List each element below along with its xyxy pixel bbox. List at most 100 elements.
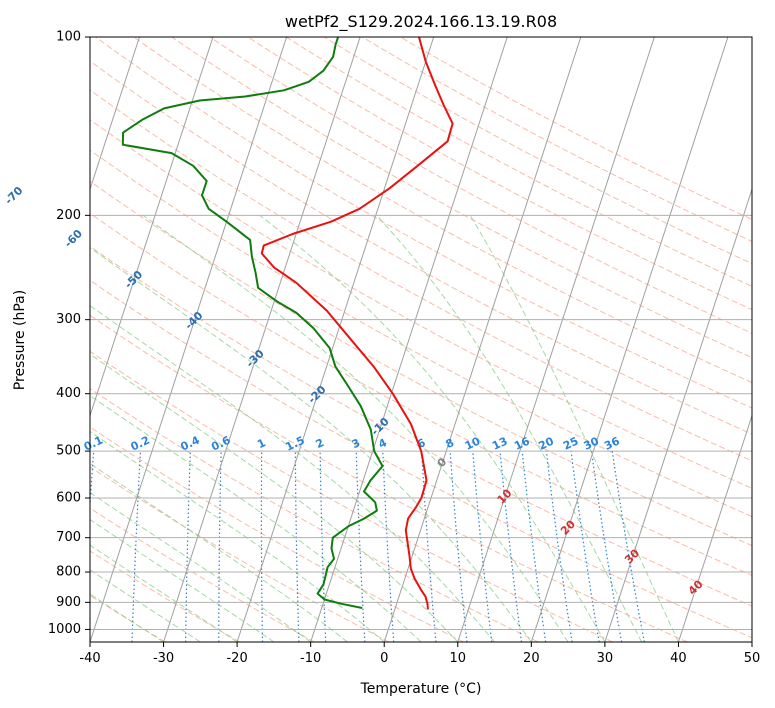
x-tick-label: 40 (670, 651, 687, 666)
x-tick-label: -20 (226, 651, 247, 666)
dry-adiabat (90, 60, 752, 435)
mixing-ratio-label: 16 (512, 434, 532, 452)
isotherm-label: 0 (435, 455, 450, 470)
mixing-ratio-label: 36 (602, 434, 622, 452)
dry-adiabat (90, 245, 752, 607)
isotherm-label: -70 (2, 184, 25, 207)
isotherm-label: -40 (182, 309, 205, 332)
isotherm-label: 10 (495, 486, 515, 506)
x-tick-label: -10 (300, 651, 321, 666)
y-tick-label: 300 (56, 312, 81, 327)
mixing-ratio-line (449, 451, 468, 642)
mixing-ratio-line (185, 451, 191, 642)
temperature-line (260, 37, 454, 610)
isotherm-line (530, 37, 729, 642)
mixing-ratio-line (521, 451, 547, 642)
isotherm-line (0, 37, 66, 642)
isotherm-line (457, 37, 655, 642)
moist-adiabat (90, 569, 201, 642)
moist-adiabat (376, 214, 643, 642)
isotherm-line (751, 640, 752, 642)
isotherm-line (90, 37, 140, 191)
y-tick-label: 600 (56, 491, 81, 506)
mixing-ratio-line (499, 451, 523, 642)
isotherm-label: -30 (244, 347, 267, 370)
dry-adiabat (90, 350, 613, 642)
dry-adiabat (90, 119, 752, 489)
x-tick-label: 50 (744, 651, 761, 666)
x-tick-label: 0 (380, 651, 388, 666)
dewpoint-line (121, 37, 384, 609)
dry-adiabat (90, 388, 539, 642)
isotherm-line (677, 413, 752, 642)
isotherm-line (90, 37, 214, 418)
mixing-ratio-label: 25 (561, 435, 580, 453)
isotherm-line (236, 37, 435, 642)
dry-adiabat (90, 314, 688, 642)
x-tick-label: -30 (153, 651, 174, 666)
isotherm-line (163, 37, 361, 642)
mixing-ratio-label: 2 (314, 436, 326, 451)
moist-adiabat (90, 462, 348, 642)
mixing-ratio-line (382, 451, 395, 642)
mixing-ratio-label: 1 (255, 436, 267, 451)
y-tick-label: 900 (56, 595, 81, 610)
dry-adiabat (285, 37, 752, 287)
y-tick-label: 1000 (48, 622, 81, 637)
moist-adiabat (90, 430, 385, 642)
isotherm-label: -20 (305, 383, 328, 406)
mixing-ratio-line (545, 451, 573, 642)
dry-adiabat (90, 89, 752, 462)
dry-adiabat (90, 550, 241, 642)
x-axis-label: Temperature (°C) (360, 681, 482, 697)
chart-title: wetPf2_S129.2024.166.13.19.R08 (285, 12, 557, 32)
moist-adiabat (90, 491, 311, 642)
y-axis-label: Pressure (hPa) (12, 290, 28, 390)
dry-adiabat (90, 180, 752, 547)
mixing-ratio-label: 30 (582, 434, 602, 452)
x-tick-label: 10 (450, 651, 467, 666)
isotherm-line (383, 37, 582, 642)
dry-adiabat (90, 149, 752, 518)
y-tick-label: 200 (56, 208, 81, 223)
plot-frame (89, 36, 753, 643)
moist-adiabat (90, 394, 422, 642)
dry-adiabat (90, 507, 315, 642)
y-tick-label: 400 (56, 386, 81, 401)
dry-adiabat (247, 37, 752, 311)
dry-adiabat (400, 37, 752, 221)
dry-adiabat (90, 466, 390, 642)
isotherm-label: 40 (686, 577, 706, 597)
dry-adiabat (171, 37, 752, 359)
mixing-ratio-label: 3 (350, 436, 362, 451)
mixing-ratio-label: 10 (463, 434, 483, 452)
mixing-ratio-line (472, 451, 493, 642)
isotherm-line (604, 187, 752, 642)
mixing-ratio-line (131, 451, 141, 642)
isotherm-line (310, 37, 508, 642)
y-tick-label: 700 (56, 530, 81, 545)
isotherm-line (90, 37, 288, 642)
dry-adiabat (95, 37, 752, 409)
moist-adiabat (142, 214, 569, 642)
mixing-ratio-label: 8 (444, 436, 456, 451)
mixing-ratio-line (260, 451, 264, 642)
mixing-ratio-line (319, 451, 327, 642)
moist-adiabat (469, 215, 679, 642)
moist-adiabat (90, 305, 495, 642)
mixing-ratio-label: 20 (536, 434, 556, 452)
moist-adiabat (90, 247, 532, 642)
moist-adiabat (259, 214, 606, 642)
y-tick-label: 500 (56, 444, 81, 459)
x-tick-label: -40 (79, 651, 100, 666)
mixing-ratio-label: 13 (490, 435, 509, 453)
mixing-ratio-line (570, 451, 600, 642)
moist-adiabat (90, 593, 164, 642)
y-tick-label: 100 (56, 30, 81, 45)
y-tick-label: 800 (56, 565, 81, 580)
dry-adiabat (209, 37, 752, 334)
mixing-ratio-line (218, 451, 222, 642)
x-tick-label: 30 (597, 651, 614, 666)
x-tick-label: 20 (523, 651, 540, 666)
